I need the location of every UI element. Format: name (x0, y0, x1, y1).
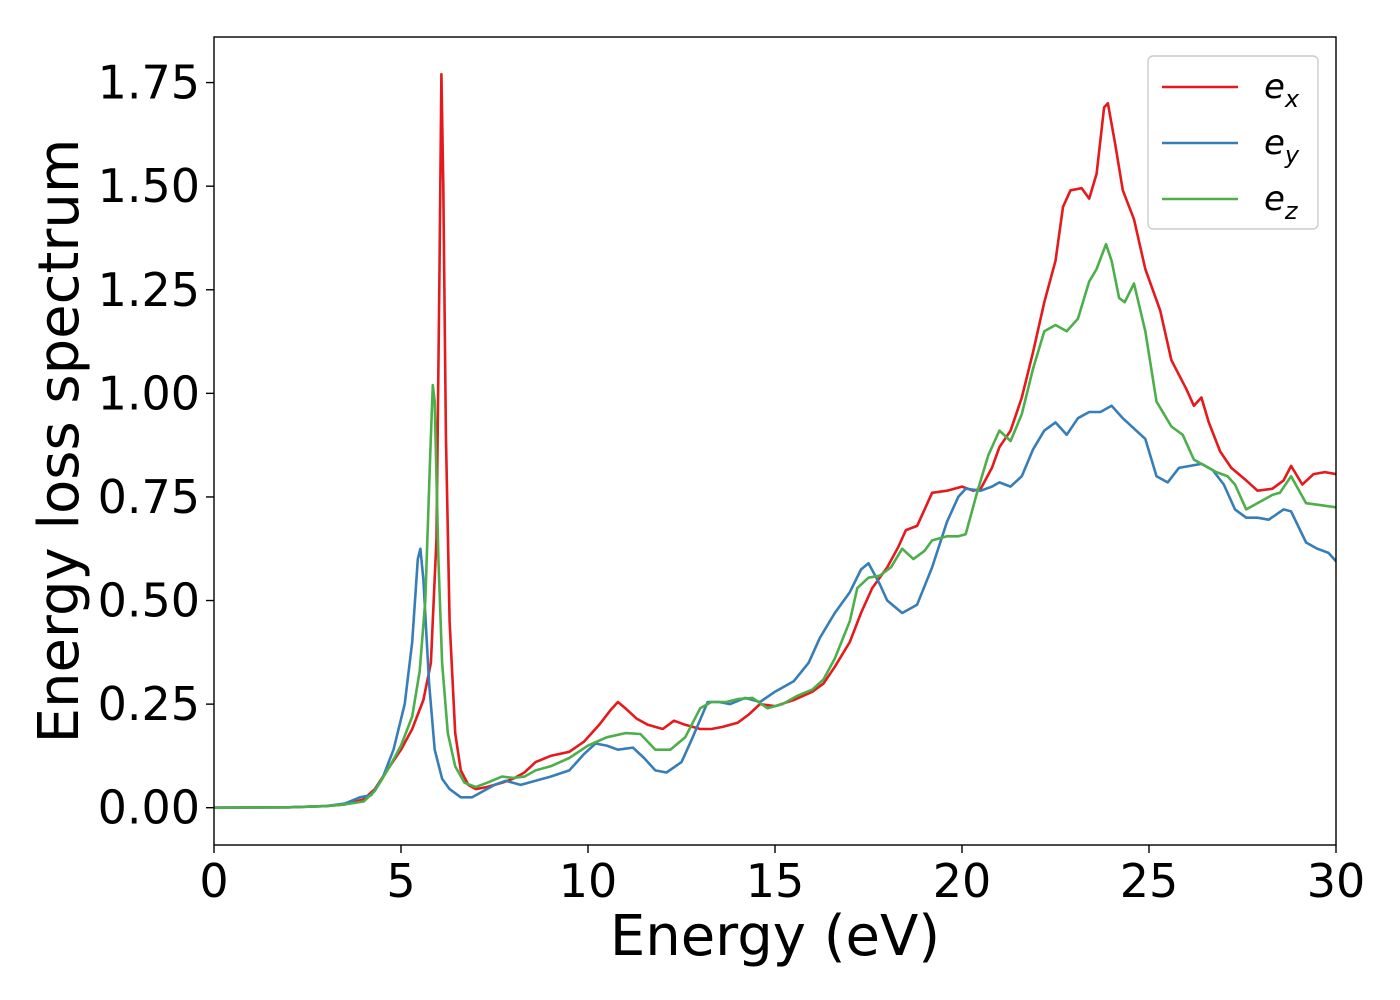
x-tick-label: 0 (199, 854, 228, 908)
x-tick-label: 30 (1307, 854, 1366, 908)
x-tick-label: 15 (746, 854, 805, 908)
y-tick-label: 0.75 (98, 470, 200, 524)
y-axis: 0.00 0.25 0.50 0.75 1.00 1.25 1.50 1.75 (98, 56, 214, 835)
series-line-y (214, 404, 1336, 809)
y-axis-label: Energy loss spectrum (27, 139, 92, 744)
series-lines (214, 73, 1336, 809)
x-tick-label: 20 (933, 854, 992, 908)
series-line-x (214, 73, 1336, 809)
x-tick-label: 10 (559, 854, 618, 908)
x-tick-label: 5 (386, 854, 415, 908)
y-tick-label: 0.00 (98, 781, 200, 835)
y-tick-label: 1.00 (98, 366, 200, 420)
y-tick-label: 1.50 (98, 159, 200, 213)
x-axis: 0 5 10 15 20 25 30 (199, 845, 1365, 908)
x-axis-label: Energy (eV) (610, 904, 940, 969)
series-line-z (214, 242, 1336, 809)
y-tick-label: 0.25 (98, 677, 200, 731)
y-tick-label: 1.25 (98, 263, 200, 317)
y-tick-label: 0.50 (98, 574, 200, 628)
x-tick-label: 25 (1120, 854, 1179, 908)
y-tick-label: 1.75 (98, 56, 200, 110)
